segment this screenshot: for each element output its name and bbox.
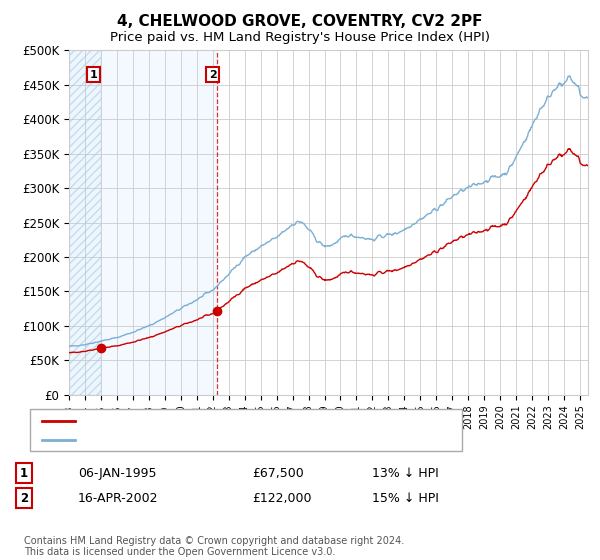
- 4, CHELWOOD GROVE, COVENTRY, CV2 2PF (detached house): [566, 145, 574, 152]
- Text: 2: 2: [20, 492, 28, 505]
- 4, CHELWOOD GROVE, COVENTRY, CV2 2PF (detached house): [367, 272, 374, 278]
- Line: HPI: Average price, detached house, Coventry: HPI: Average price, detached house, Cove…: [69, 76, 588, 347]
- Text: 1: 1: [89, 69, 97, 80]
- Line: 4, CHELWOOD GROVE, COVENTRY, CV2 2PF (detached house): 4, CHELWOOD GROVE, COVENTRY, CV2 2PF (de…: [69, 148, 588, 353]
- 4, CHELWOOD GROVE, COVENTRY, CV2 2PF (detached house): [512, 208, 520, 215]
- Text: HPI: Average price, detached house, Coventry: HPI: Average price, detached house, Cove…: [81, 435, 338, 445]
- Text: 1: 1: [20, 466, 28, 480]
- HPI: Average price, detached house, Coventry: (2.01e+03, 2.26e+05): Average price, detached house, Coventry:…: [367, 236, 374, 242]
- Text: 15% ↓ HPI: 15% ↓ HPI: [372, 492, 439, 505]
- Text: Price paid vs. HM Land Registry's House Price Index (HPI): Price paid vs. HM Land Registry's House …: [110, 31, 490, 44]
- Text: 13% ↓ HPI: 13% ↓ HPI: [372, 466, 439, 480]
- 4, CHELWOOD GROVE, COVENTRY, CV2 2PF (detached house): [65, 349, 73, 356]
- HPI: Average price, detached house, Coventry: (2.02e+03, 3.45e+05): Average price, detached house, Coventry:…: [512, 154, 520, 161]
- 4, CHELWOOD GROVE, COVENTRY, CV2 2PF (detached house): [97, 345, 104, 352]
- Text: £122,000: £122,000: [252, 492, 311, 505]
- Bar: [69, 50, 101, 395]
- HPI: Average price, detached house, Coventry: (2.02e+03, 4.63e+05): Average price, detached house, Coventry:…: [566, 73, 574, 80]
- Text: 16-APR-2002: 16-APR-2002: [78, 492, 158, 505]
- HPI: Average price, detached house, Coventry: (2.01e+03, 2.29e+05): Average price, detached house, Coventry:…: [380, 234, 388, 241]
- Text: Contains HM Land Registry data © Crown copyright and database right 2024.
This d: Contains HM Land Registry data © Crown c…: [24, 535, 404, 557]
- Text: 4, CHELWOOD GROVE, COVENTRY, CV2 2PF (detached house): 4, CHELWOOD GROVE, COVENTRY, CV2 2PF (de…: [81, 416, 425, 426]
- HPI: Average price, detached house, Coventry: (2.01e+03, 2.36e+05): Average price, detached house, Coventry:…: [396, 228, 403, 235]
- HPI: Average price, detached house, Coventry: (2.03e+03, 4.31e+05): Average price, detached house, Coventry:…: [584, 95, 592, 101]
- 4, CHELWOOD GROVE, COVENTRY, CV2 2PF (detached house): [584, 162, 592, 169]
- 4, CHELWOOD GROVE, COVENTRY, CV2 2PF (detached house): [396, 266, 403, 273]
- Text: 2: 2: [209, 69, 217, 80]
- Text: £67,500: £67,500: [252, 466, 304, 480]
- Bar: [101, 50, 217, 395]
- HPI: Average price, detached house, Coventry: (1.99e+03, 7.02e+04): Average price, detached house, Coventry:…: [65, 343, 73, 350]
- Text: 06-JAN-1995: 06-JAN-1995: [78, 466, 157, 480]
- 4, CHELWOOD GROVE, COVENTRY, CV2 2PF (detached house): [380, 270, 388, 277]
- Text: 4, CHELWOOD GROVE, COVENTRY, CV2 2PF: 4, CHELWOOD GROVE, COVENTRY, CV2 2PF: [117, 14, 483, 29]
- Bar: [69, 50, 101, 395]
- HPI: Average price, detached house, Coventry: (1.99e+03, 7.79e+04): Average price, detached house, Coventry:…: [97, 338, 104, 344]
- HPI: Average price, detached house, Coventry: (2.02e+03, 2.95e+05): Average price, detached house, Coventry:…: [459, 188, 466, 195]
- 4, CHELWOOD GROVE, COVENTRY, CV2 2PF (detached house): [459, 234, 466, 241]
